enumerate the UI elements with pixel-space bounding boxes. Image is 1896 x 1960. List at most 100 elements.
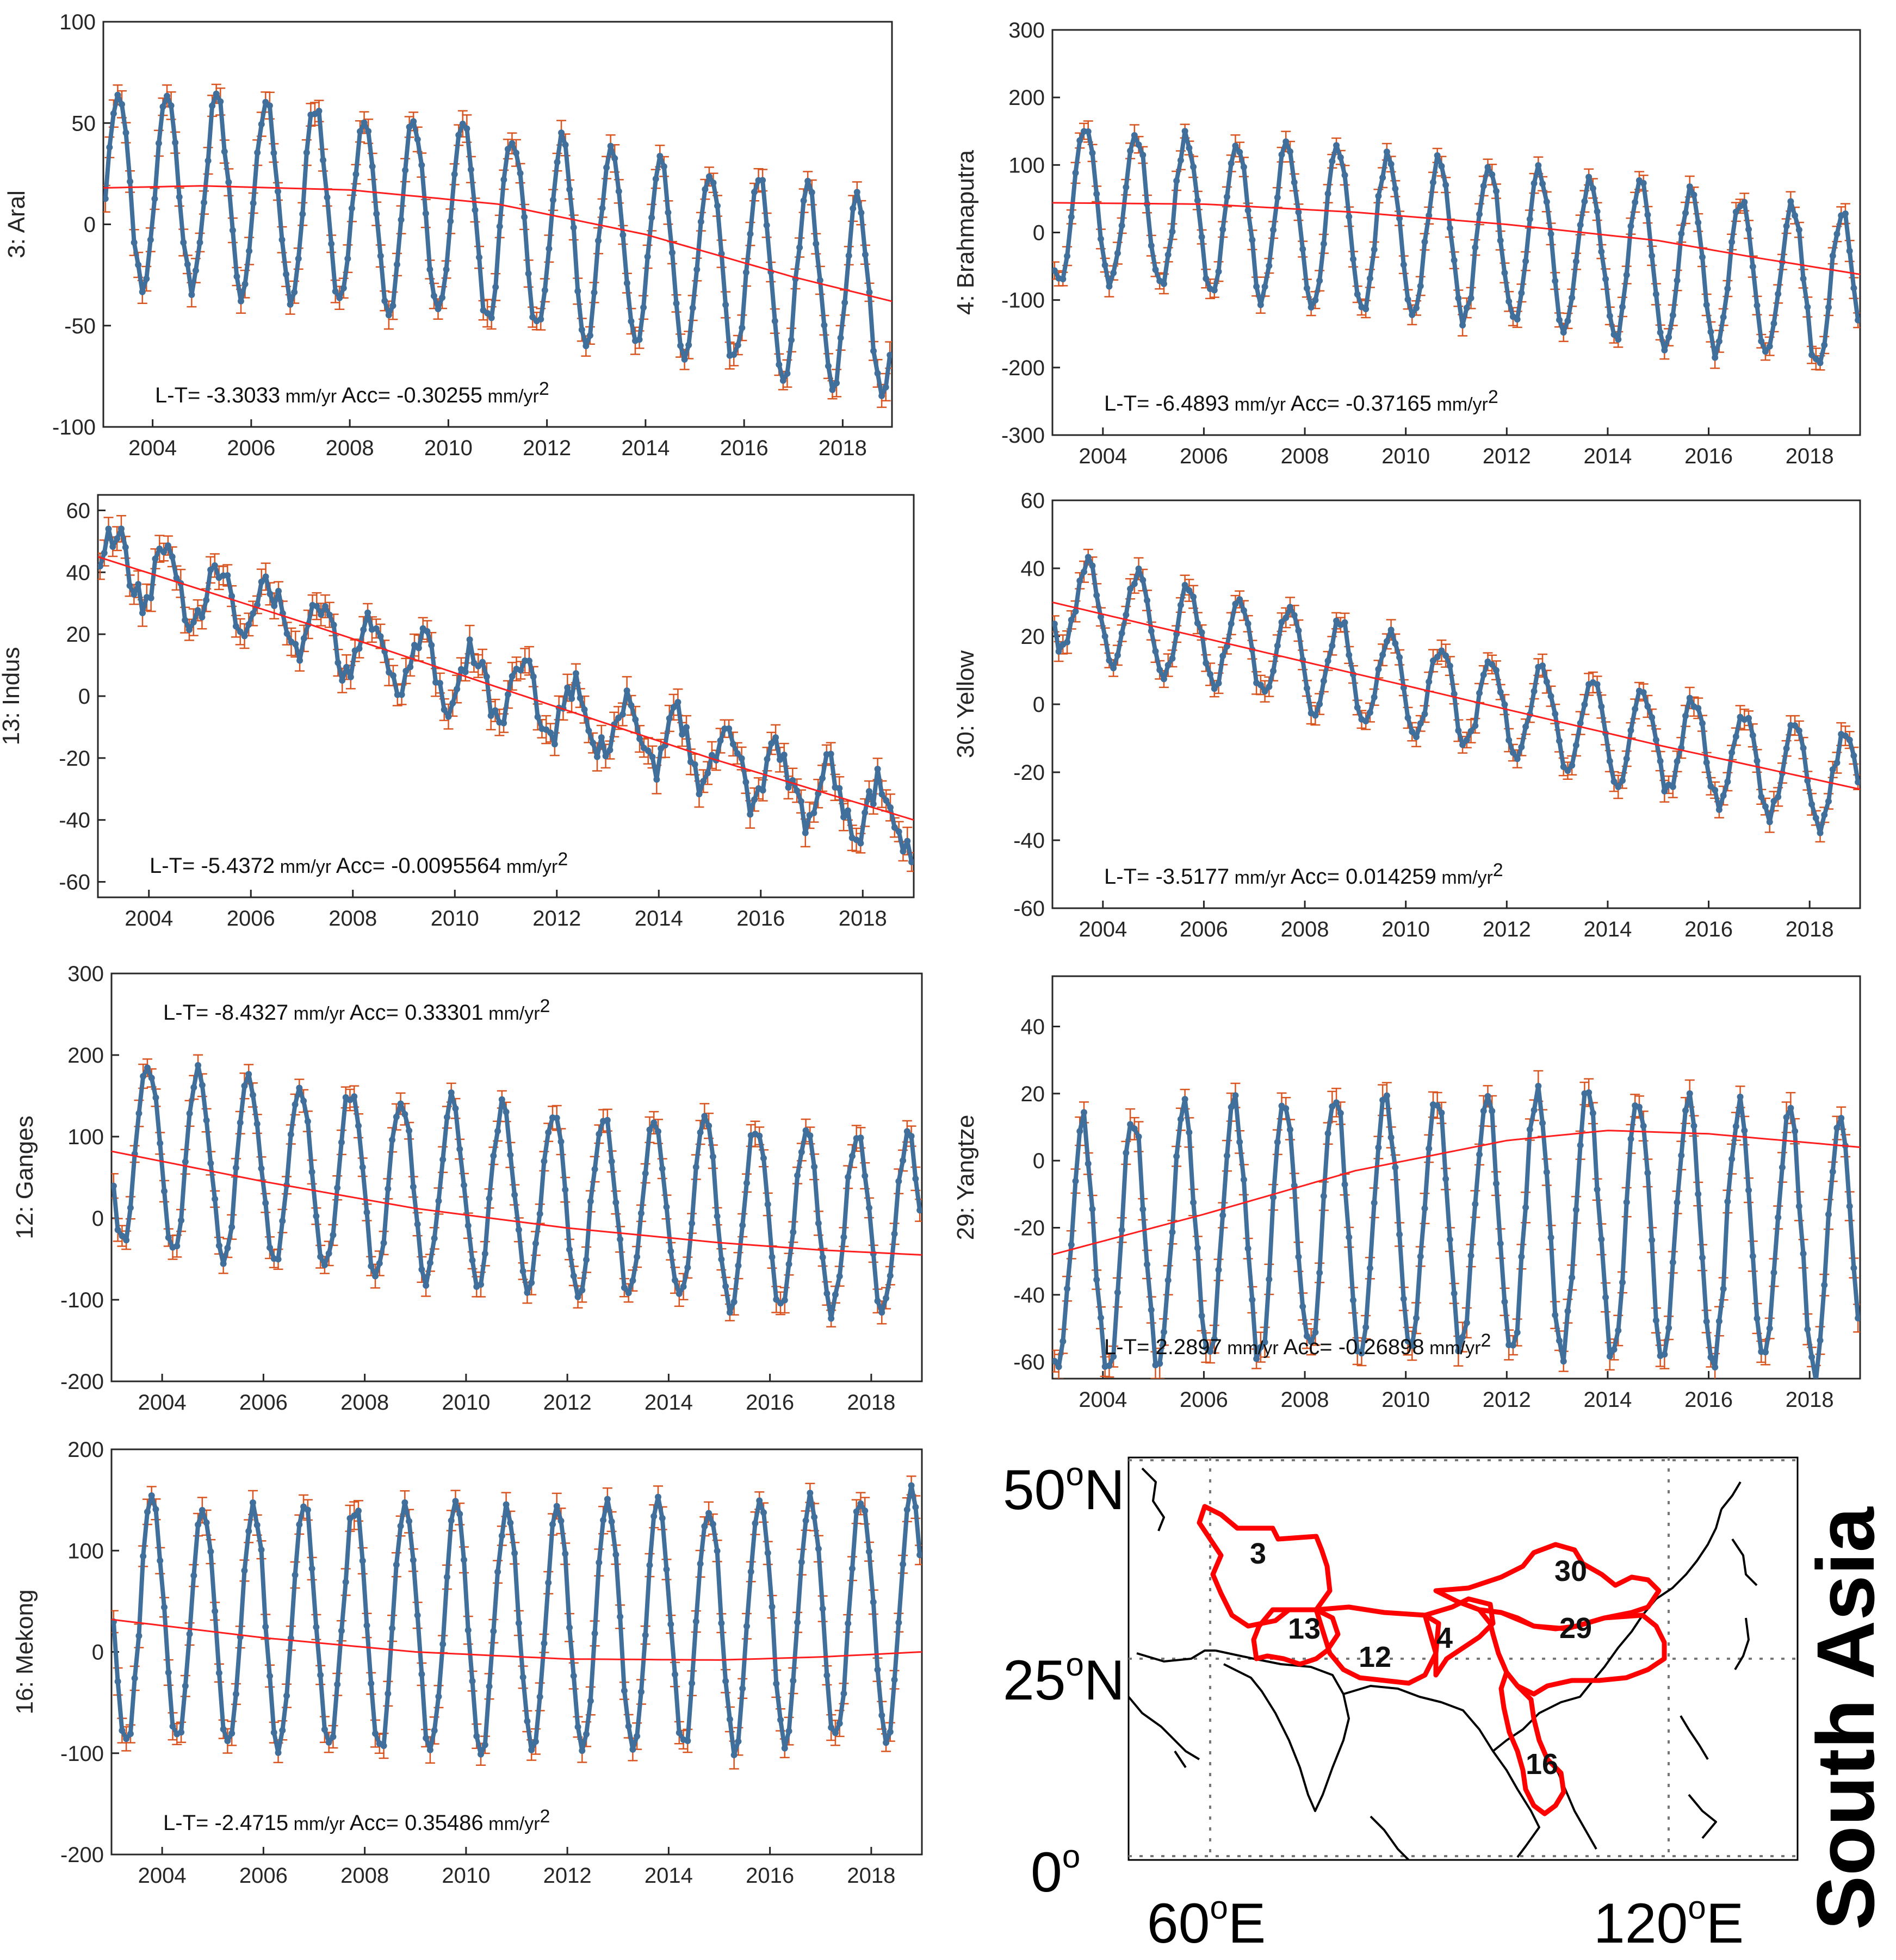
data-point [509,140,516,147]
data-point [1169,1229,1176,1236]
data-point [498,1096,505,1103]
data-point [668,249,676,256]
x-tick-label: 2010 [431,907,479,931]
data-point [615,715,622,722]
data-point [1855,317,1860,324]
y-tick-label: 0 [1033,221,1045,245]
data-point [1577,1142,1584,1149]
data-point [532,1240,539,1247]
data-point [705,173,712,180]
data-point [634,1254,641,1261]
data-point [313,1213,320,1220]
data-point [492,283,499,290]
y-tick-label: -60 [1013,897,1045,921]
data-point [1362,1324,1370,1331]
data-point [1615,783,1622,790]
data-point [1707,1354,1714,1361]
data-point [1589,185,1596,192]
data-point [1371,1199,1378,1206]
data-point [201,199,208,206]
data-point [1354,704,1361,711]
data-point [663,1204,670,1211]
y-tick-label: -40 [59,809,90,833]
data-point [460,1556,467,1564]
data-point [1598,1236,1605,1243]
data-point [1800,275,1807,282]
data-point [225,179,232,186]
data-point [701,1113,708,1120]
data-point [245,1071,252,1078]
data-point [320,157,327,164]
data-point [534,714,541,721]
data-point [1413,1314,1420,1322]
data-point [1303,685,1310,692]
data-point [1261,1339,1268,1346]
y-tick-label: 60 [1021,489,1045,513]
data-point [519,1673,526,1680]
data-point [1270,1194,1277,1201]
data-point [823,1290,831,1297]
data-point [760,1509,767,1516]
data-point [1118,630,1125,637]
data-point [1715,338,1722,345]
data-point [1775,1214,1782,1221]
data-point [443,1114,450,1121]
data-point [1101,262,1108,269]
data-point [1619,1279,1626,1286]
trend-annotation: L-T= -3.5177 mm/yr Acc= 0.014259 mm/yr2 [1104,860,1503,889]
data-point [1792,212,1799,219]
data-point [148,1492,155,1499]
data-point [572,670,579,677]
data-point [1282,614,1290,621]
data-point [845,1174,852,1181]
data-point [1278,151,1285,158]
data-point [1426,212,1433,219]
data-point [840,1233,847,1240]
data-point [1072,169,1079,176]
data-point [895,1178,902,1185]
data-point [1123,184,1130,191]
data-point [1560,329,1567,336]
data-point [1135,565,1142,572]
data-point [895,1619,902,1626]
data-point [853,189,860,196]
data-point [317,1253,324,1260]
x-tick-label: 2006 [1180,1388,1228,1412]
data-point [103,195,109,202]
data-point [270,150,277,157]
data-point [794,1172,801,1179]
data-point [267,1672,274,1679]
data-point [595,237,602,244]
x-tick-label: 2012 [1483,444,1531,468]
trend-curve [1052,601,1860,790]
data-point [1779,1164,1786,1171]
data-point [250,610,257,617]
data-point [221,148,228,155]
x-tick-label: 2010 [1381,1388,1430,1412]
data-point [1173,1153,1180,1160]
data-point [1417,282,1424,289]
data-point [217,98,224,105]
data-point [147,236,154,243]
data-point [1131,132,1138,139]
data-point [385,1185,392,1192]
data-point [1207,671,1214,678]
data-point [642,1170,649,1177]
data-point [730,1752,738,1759]
data-point [760,1155,767,1162]
data-point [1758,338,1765,345]
data-point [836,785,843,792]
data-point [1417,1253,1424,1260]
x-tick-label: 2008 [1281,917,1329,941]
data-point [1808,351,1816,358]
data-point [1720,314,1727,321]
data-point [735,1262,742,1269]
data-point [1678,1152,1685,1159]
data-point [1489,661,1496,668]
data-point [1812,355,1819,362]
data-point [734,750,741,757]
data-point [1160,1329,1167,1336]
data-point [296,657,303,664]
data-point [557,1517,565,1524]
data-point [1543,199,1550,206]
